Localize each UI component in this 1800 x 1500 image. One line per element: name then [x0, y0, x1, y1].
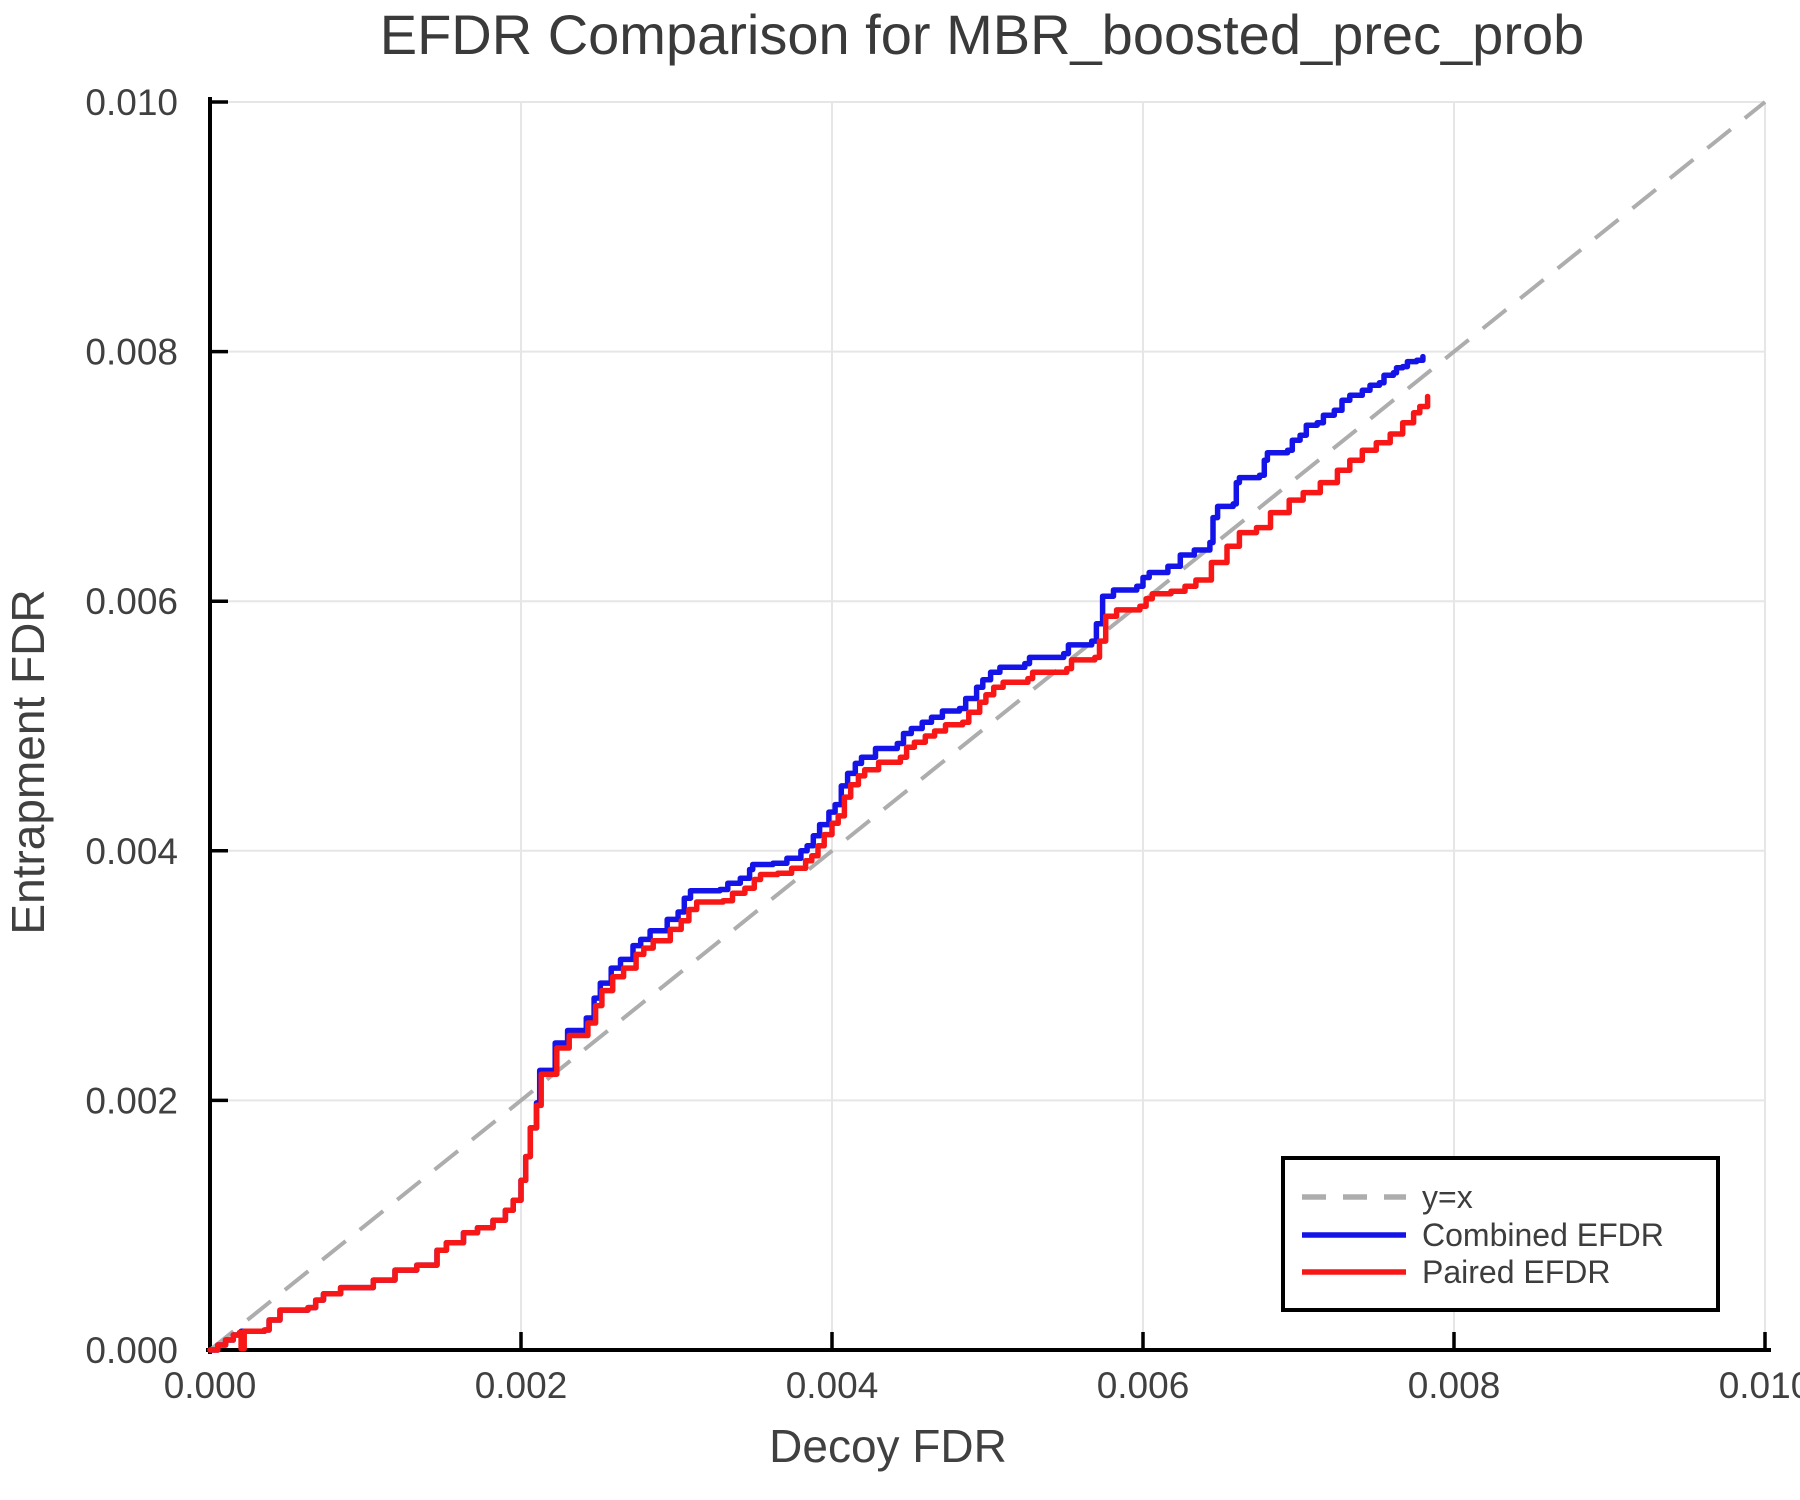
legend-label-y-equals-x: y=x — [1422, 1179, 1473, 1215]
y-tick-labels: 0.000 0.002 0.004 0.006 0.008 0.010 — [85, 82, 178, 1371]
gridlines — [210, 101, 1766, 1350]
x-tick-labels: 0.000 0.002 0.004 0.006 0.008 0.010 — [164, 1365, 1800, 1406]
paired-efdr-line — [207, 393, 1431, 1353]
axes — [206, 97, 1771, 1354]
y-tick-label: 0.002 — [85, 1080, 178, 1121]
y-axis-label: Entrapment FDR — [2, 589, 54, 934]
legend: y=x Combined EFDR Paired EFDR — [1281, 1156, 1720, 1312]
y-tick-label: 0.010 — [85, 82, 178, 123]
x-tick-label: 0.010 — [1719, 1365, 1800, 1406]
y-tick-label: 0.006 — [85, 581, 178, 622]
y-tick-label: 0.008 — [85, 332, 178, 373]
x-tick-label: 0.008 — [1408, 1365, 1501, 1406]
x-tick-label: 0.006 — [1097, 1365, 1190, 1406]
series-lines — [207, 353, 1431, 1353]
y-tick-label: 0.004 — [85, 831, 178, 872]
y-tick-label: 0.000 — [85, 1330, 178, 1371]
x-tick-label: 0.002 — [475, 1365, 568, 1406]
y-equals-x-reference-line — [208, 100, 1767, 1352]
x-tick-label: 0.004 — [786, 1365, 879, 1406]
x-tick-label: 0.000 — [164, 1365, 257, 1406]
legend-label-combined-efdr: Combined EFDR — [1422, 1217, 1664, 1253]
chart-title: EFDR Comparison for MBR_boosted_prec_pro… — [380, 3, 1585, 66]
legend-label-paired-efdr: Paired EFDR — [1422, 1254, 1611, 1290]
x-axis-label: Decoy FDR — [769, 1420, 1007, 1472]
